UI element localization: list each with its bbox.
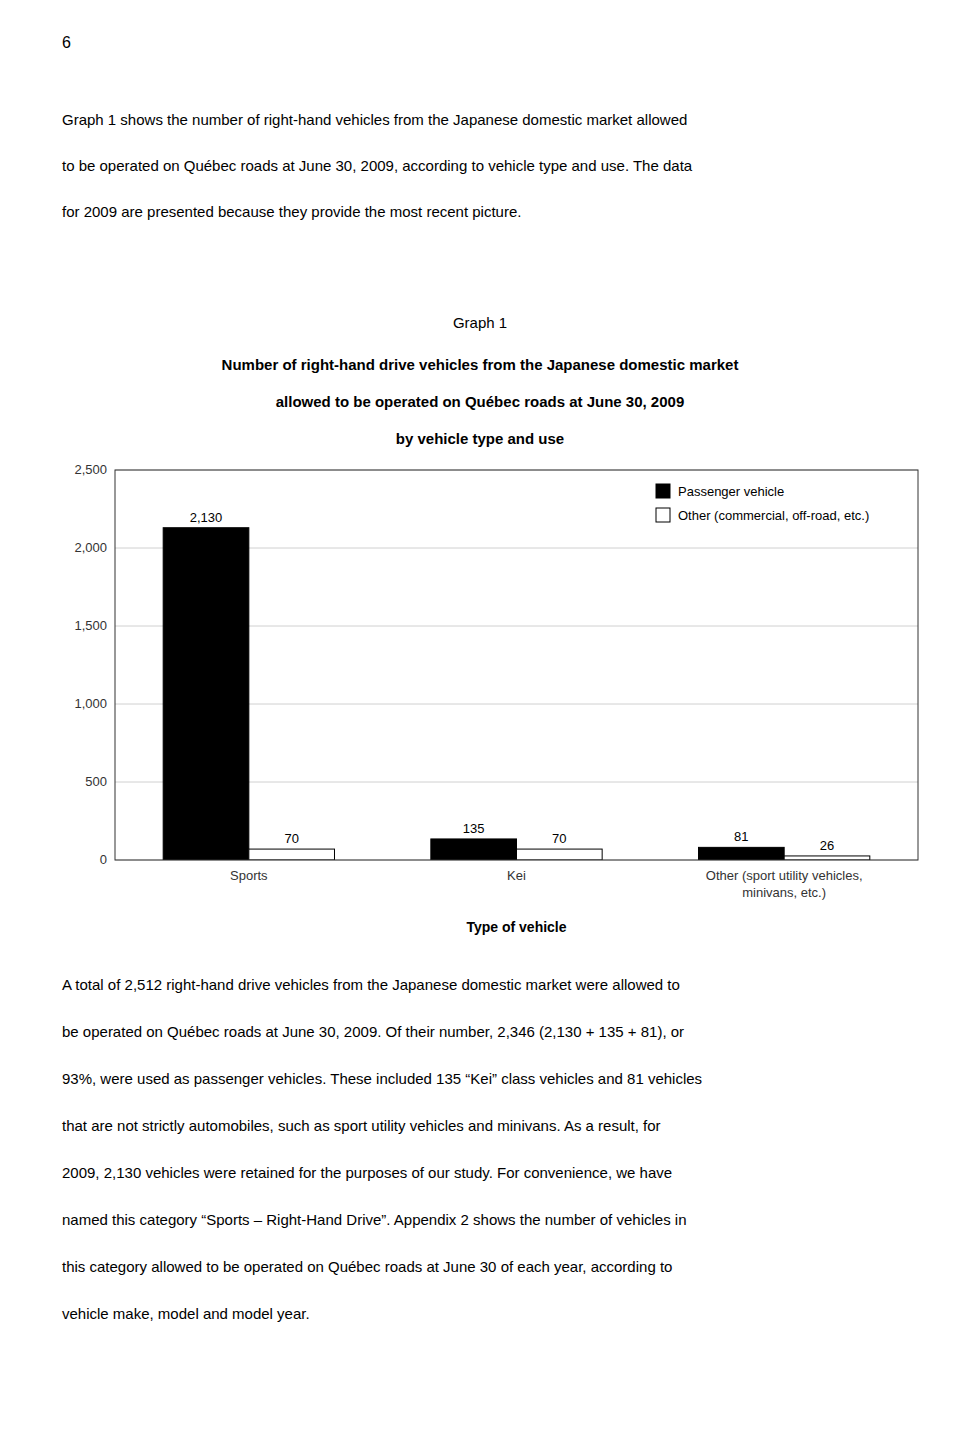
intro-text: to be operated on Québec roads at June 3… [62, 157, 693, 174]
body-text: be operated on Québec roads at June 30, … [62, 1023, 684, 1040]
intro-text: Graph 1 shows the number of right-hand v… [62, 111, 687, 128]
legend-swatch [656, 508, 670, 522]
y-tick-label: 0 [100, 852, 107, 867]
intro-text: for 2009 are presented because they prov… [62, 203, 521, 220]
body-text: A total of 2,512 right-hand drive vehicl… [62, 976, 680, 993]
body-text: vehicle make, model and model year. [62, 1305, 310, 1322]
legend-entry: Passenger vehicle [678, 484, 784, 499]
y-tick-label: 500 [85, 774, 107, 789]
y-tick-label: 2,000 [74, 540, 107, 555]
bars [163, 528, 870, 860]
x-tick-label: Other (sport utility vehicles,minivans, … [706, 868, 863, 900]
body-text: 2009, 2,130 vehicles were retained for t… [62, 1164, 672, 1181]
legend-entry: Other (commercial, off-road, etc.) [678, 508, 869, 523]
plot-frame [115, 470, 918, 860]
page: 6 Graph 1 shows the number of right-hand … [0, 0, 960, 1429]
data-label: 135 [463, 821, 485, 836]
data-labels: 2,130 135 81 70 70 26 [190, 510, 834, 853]
chart-subtitle: allowed to be operated on Québec roads a… [276, 393, 684, 410]
bar [784, 856, 870, 860]
data-label: 26 [820, 838, 834, 853]
body-text: that are not strictly automobiles, such … [62, 1117, 661, 1134]
legend-swatch [656, 484, 670, 498]
chart-subtitle: by vehicle type and use [396, 430, 564, 447]
data-label: 70 [552, 831, 566, 846]
data-label: 70 [284, 831, 298, 846]
page-number: 6 [62, 34, 71, 51]
body-text: 93%, were used as passenger vehicles. Th… [62, 1070, 702, 1087]
bar [517, 849, 603, 860]
y-tick-label: 2,500 [74, 462, 107, 477]
chart-subtitle: Number of right-hand drive vehicles from… [222, 356, 739, 373]
y-tick-label: 1,500 [74, 618, 107, 633]
y-tick-label: 1,000 [74, 696, 107, 711]
legend: Passenger vehicle Other (commercial, off-… [656, 484, 869, 523]
grid [115, 470, 918, 860]
bar [163, 528, 249, 860]
x-axis-label: Type of vehicle [466, 919, 566, 935]
x-tick-label: Sports [230, 868, 268, 883]
body-text: named this category “Sports – Right-Hand… [62, 1211, 686, 1228]
data-label: 81 [734, 829, 748, 844]
chart-title: Graph 1 [453, 314, 507, 331]
x-tick-label: Kei [507, 868, 526, 883]
body-text: this category allowed to be operated on … [62, 1258, 672, 1275]
bar [249, 849, 335, 860]
bar [431, 839, 517, 860]
data-label: 2,130 [190, 510, 223, 525]
bar [699, 847, 785, 860]
